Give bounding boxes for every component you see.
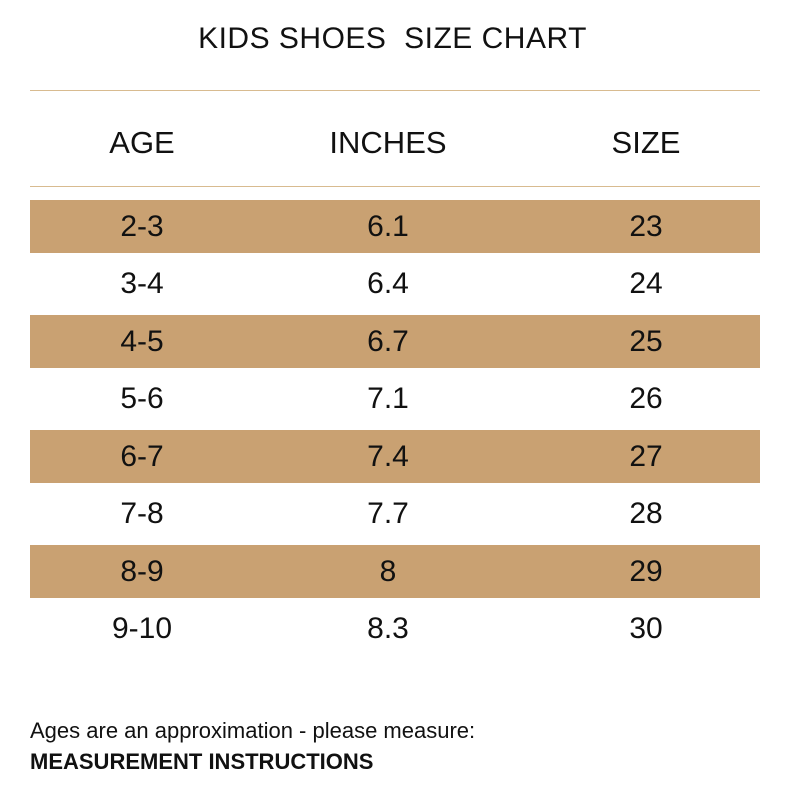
age-cell: 3-4 [120, 267, 164, 300]
measurement-instructions-link[interactable]: MEASUREMENT INSTRUCTIONS [30, 749, 374, 774]
table-row: 5-6 7.1 26 [30, 368, 760, 430]
age-cell: 8-9 [120, 554, 164, 588]
table-row: 6-7 7.4 27 [30, 430, 760, 483]
age-cell: 4-5 [120, 324, 164, 358]
size-cell: 25 [629, 324, 663, 358]
table-row: 3-4 6.4 24 [30, 253, 760, 315]
age-cell: 6-7 [120, 439, 164, 473]
table-row: 2-3 6.1 23 [30, 200, 760, 253]
size-cell: 23 [629, 209, 663, 243]
inches-cell: 6.4 [367, 267, 409, 300]
approximation-note: Ages are an approximation - please measu… [30, 718, 476, 743]
size-cell: 24 [629, 267, 663, 300]
column-header-age: AGE [109, 125, 175, 160]
inches-cell: 8.3 [367, 612, 409, 645]
column-header-inches: INCHES [329, 125, 447, 160]
age-cell: 7-8 [120, 497, 164, 530]
size-cell: 27 [629, 439, 663, 473]
age-cell: 5-6 [120, 382, 164, 415]
table-row: 7-8 7.7 28 [30, 483, 760, 545]
inches-cell: 7.7 [367, 497, 409, 530]
age-cell: 2-3 [120, 209, 164, 243]
page-title: KIDS SHOES SIZE CHART [198, 22, 587, 55]
inches-cell: 6.1 [367, 209, 409, 243]
age-cell: 9-10 [111, 612, 173, 645]
table-row: 9-10 8.3 30 [30, 598, 760, 660]
size-cell: 26 [629, 382, 663, 415]
inches-cell: 8 [379, 554, 397, 588]
size-cell: 30 [629, 612, 663, 645]
table-row: 4-5 6.7 25 [30, 315, 760, 368]
inches-cell: 7.1 [367, 382, 409, 415]
inches-cell: 6.7 [367, 324, 409, 358]
header-bottom-divider [30, 186, 760, 187]
size-table-body: 2-3 6.1 23 3-4 6.4 24 4-5 6.7 25 5-6 7.1 26 6-7 7.4 27… [30, 200, 760, 660]
size-cell: 28 [629, 497, 663, 530]
column-header-size: SIZE [611, 125, 681, 160]
inches-cell: 7.4 [367, 439, 409, 473]
size-cell: 29 [629, 554, 663, 588]
header-top-divider [30, 90, 760, 91]
table-row: 8-9 8 29 [30, 545, 760, 598]
